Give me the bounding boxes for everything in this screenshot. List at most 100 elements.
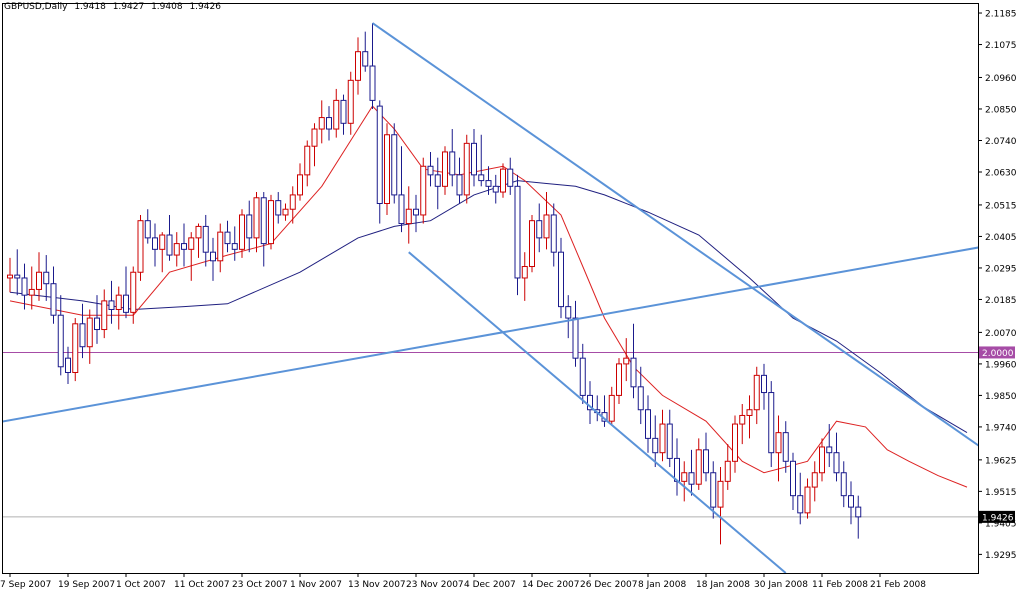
candle-body bbox=[848, 495, 854, 508]
y-tick-label: 2.1185 bbox=[985, 10, 1017, 20]
candle bbox=[130, 266, 137, 324]
candle-body bbox=[297, 174, 303, 196]
x-tick-label: 13 Nov 2007 bbox=[348, 580, 406, 590]
y-tick-label: 2.0295 bbox=[985, 264, 1017, 274]
candle bbox=[724, 444, 731, 490]
candle bbox=[7, 257, 13, 293]
candle bbox=[217, 223, 224, 273]
candle-body bbox=[790, 460, 796, 497]
symbol-label: GBPUSD,Daily bbox=[4, 2, 68, 12]
candle bbox=[311, 123, 318, 167]
candle bbox=[405, 186, 412, 244]
candle bbox=[434, 157, 441, 210]
y-tick-label: 1.9295 bbox=[985, 551, 1017, 561]
open-value: 1.9418 bbox=[74, 2, 106, 12]
candle bbox=[833, 432, 840, 482]
candle-body bbox=[152, 237, 158, 250]
candle-body bbox=[724, 460, 731, 482]
candle bbox=[369, 23, 376, 109]
candle bbox=[536, 203, 543, 253]
candle-body bbox=[775, 432, 782, 454]
candle bbox=[848, 481, 854, 525]
candle bbox=[427, 151, 434, 187]
candle-body bbox=[442, 151, 448, 187]
candle bbox=[152, 223, 158, 267]
candle-body bbox=[333, 99, 340, 130]
candle-body bbox=[318, 117, 325, 130]
candle-body bbox=[43, 271, 50, 285]
slow-moving-average-line bbox=[9, 180, 968, 434]
candle-body bbox=[703, 449, 709, 474]
candle bbox=[616, 358, 622, 405]
x-tick-label: 30 Jan 2008 bbox=[754, 580, 808, 590]
candle bbox=[449, 129, 456, 187]
candle bbox=[761, 363, 767, 410]
candle-body bbox=[550, 214, 557, 253]
candle-body bbox=[478, 174, 485, 182]
candle-body bbox=[507, 168, 514, 187]
candle-body bbox=[253, 197, 260, 239]
candle-body bbox=[514, 185, 521, 279]
candle bbox=[79, 303, 86, 359]
candle-body bbox=[28, 288, 35, 296]
candle bbox=[14, 249, 21, 296]
level-price-label: 2.0000 bbox=[982, 349, 1014, 359]
y-tick-label: 2.0740 bbox=[985, 137, 1017, 147]
candle bbox=[86, 309, 93, 364]
candle-body bbox=[413, 208, 419, 216]
candle-body bbox=[79, 323, 86, 348]
candle bbox=[768, 381, 775, 468]
candle bbox=[173, 232, 180, 267]
candle bbox=[253, 192, 260, 253]
candle bbox=[326, 106, 332, 141]
candle bbox=[550, 203, 557, 267]
candle bbox=[442, 146, 448, 195]
candle bbox=[558, 237, 564, 319]
candle bbox=[652, 415, 659, 468]
candle bbox=[543, 192, 550, 250]
candle bbox=[746, 395, 753, 439]
candle-body bbox=[72, 323, 79, 373]
candle-body bbox=[217, 231, 224, 262]
y-tick-label: 2.0850 bbox=[985, 105, 1017, 115]
candle-body bbox=[645, 409, 651, 439]
x-tick-label: 1 Oct 2007 bbox=[116, 580, 166, 590]
candle-body bbox=[369, 65, 376, 101]
candle bbox=[587, 381, 593, 425]
candle bbox=[108, 280, 115, 324]
candle-body bbox=[811, 472, 818, 488]
x-tick-label: 14 Dec 2007 bbox=[522, 580, 580, 590]
candle-body bbox=[123, 294, 129, 313]
candle bbox=[50, 266, 57, 324]
bid-price-box bbox=[979, 510, 1015, 523]
candle bbox=[246, 200, 253, 253]
symbol-info: GBPUSD,Daily 1.9418 1.9427 1.9408 1.9426 bbox=[4, 2, 225, 12]
candle bbox=[514, 174, 521, 296]
candle-body bbox=[391, 134, 398, 196]
candle-body bbox=[94, 317, 100, 331]
candle bbox=[260, 192, 267, 267]
candle-body bbox=[57, 314, 64, 368]
candle bbox=[840, 461, 847, 508]
plot-area bbox=[2, 22, 978, 573]
y-tick-label: 1.9515 bbox=[985, 488, 1017, 498]
candle bbox=[790, 452, 796, 510]
candle bbox=[304, 140, 311, 187]
candle-body bbox=[326, 117, 332, 130]
candle-body bbox=[630, 357, 637, 388]
candle-body bbox=[536, 220, 543, 239]
candle-body bbox=[137, 220, 144, 273]
candle-body bbox=[840, 472, 847, 497]
candle-body bbox=[819, 446, 825, 474]
candle bbox=[166, 214, 173, 261]
candle bbox=[340, 94, 347, 135]
candle-body bbox=[579, 357, 586, 396]
candle-body bbox=[239, 214, 245, 250]
candle-body bbox=[188, 237, 195, 250]
x-tick-label: 23 Oct 2007 bbox=[232, 580, 288, 590]
candle bbox=[732, 415, 738, 473]
candle bbox=[717, 467, 724, 545]
x-tick-label: 11 Feb 2008 bbox=[812, 580, 868, 590]
